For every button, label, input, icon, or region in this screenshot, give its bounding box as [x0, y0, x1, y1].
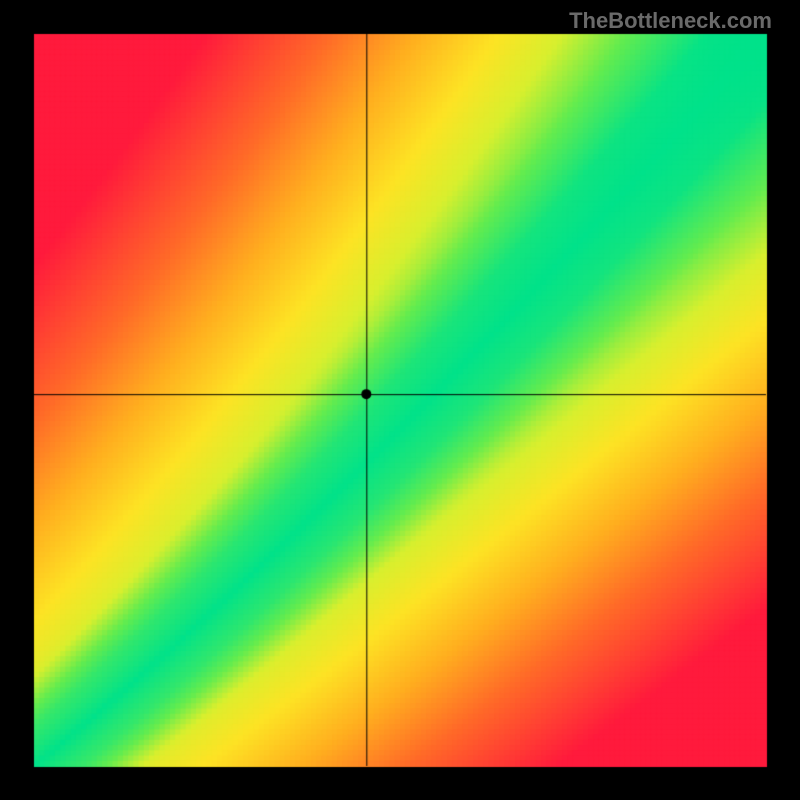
chart-container: TheBottleneck.com: [0, 0, 800, 800]
source-watermark: TheBottleneck.com: [569, 8, 772, 34]
bottleneck-heatmap: [0, 0, 800, 800]
